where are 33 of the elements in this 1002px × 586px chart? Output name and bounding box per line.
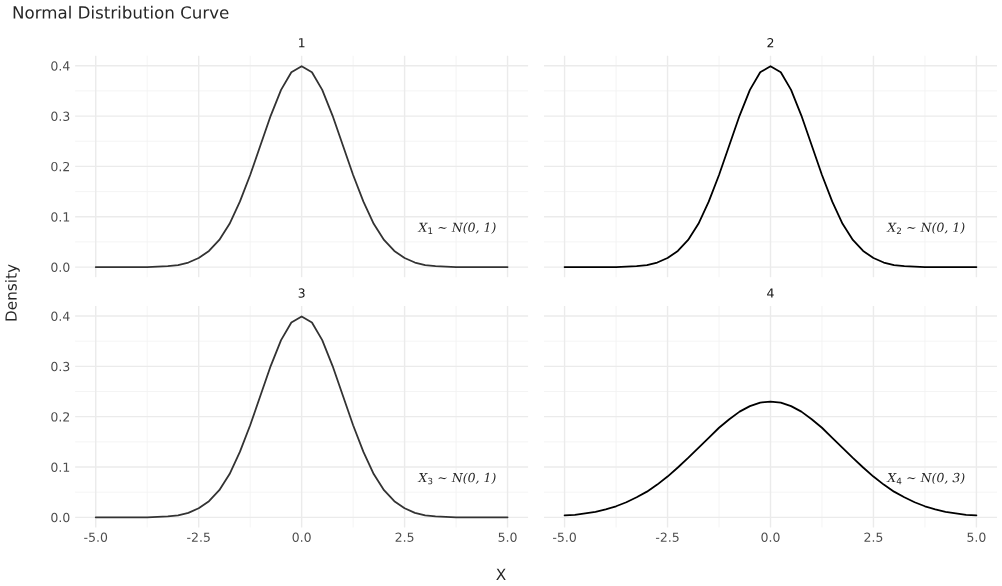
x-tick-label: -2.5 (655, 532, 679, 542)
y-tick-label: 0.2 (51, 161, 70, 172)
x-tick-label: -5.0 (553, 532, 576, 542)
x-axis-title: X (496, 568, 506, 580)
y-tick-label: 0.4 (51, 61, 70, 71)
text: 1 (299, 38, 305, 48)
y-tick-label: 0.1 (51, 212, 70, 222)
x-tick-label: -2.5 (187, 532, 210, 542)
text: 4 (896, 477, 902, 485)
x-tick-label: 5.0 (498, 532, 517, 542)
chart-title: Normal Distribution Curve (13, 5, 229, 19)
x-tick-label: 0.0 (292, 532, 311, 542)
text: 1 (428, 227, 433, 234)
x-tick-label: 2.5 (395, 532, 414, 542)
line-series (94, 315, 509, 519)
y-tick-label: 0.3 (51, 361, 70, 372)
x-tick-label: 0.0 (761, 532, 780, 542)
y-tick-label: 0.3 (51, 111, 70, 121)
line-series (94, 65, 509, 268)
text: 2 (767, 38, 774, 48)
text: 3 (298, 288, 305, 298)
text: 2 (896, 227, 901, 234)
y-axis-title: Density (5, 264, 20, 321)
x-tick-label: -5.0 (84, 532, 108, 542)
y-tick-label: 0.2 (51, 412, 70, 422)
text: 3 (428, 477, 433, 485)
y-tick-label: 0.1 (51, 462, 70, 472)
text: 4 (767, 288, 774, 298)
y-tick-label: 0.4 (51, 311, 70, 321)
y-tick-label: 0.0 (51, 262, 70, 272)
x-tick-label: 2.5 (864, 532, 883, 542)
y-tick-label: 0.0 (51, 512, 70, 523)
x-tick-label: 5.0 (967, 532, 986, 542)
